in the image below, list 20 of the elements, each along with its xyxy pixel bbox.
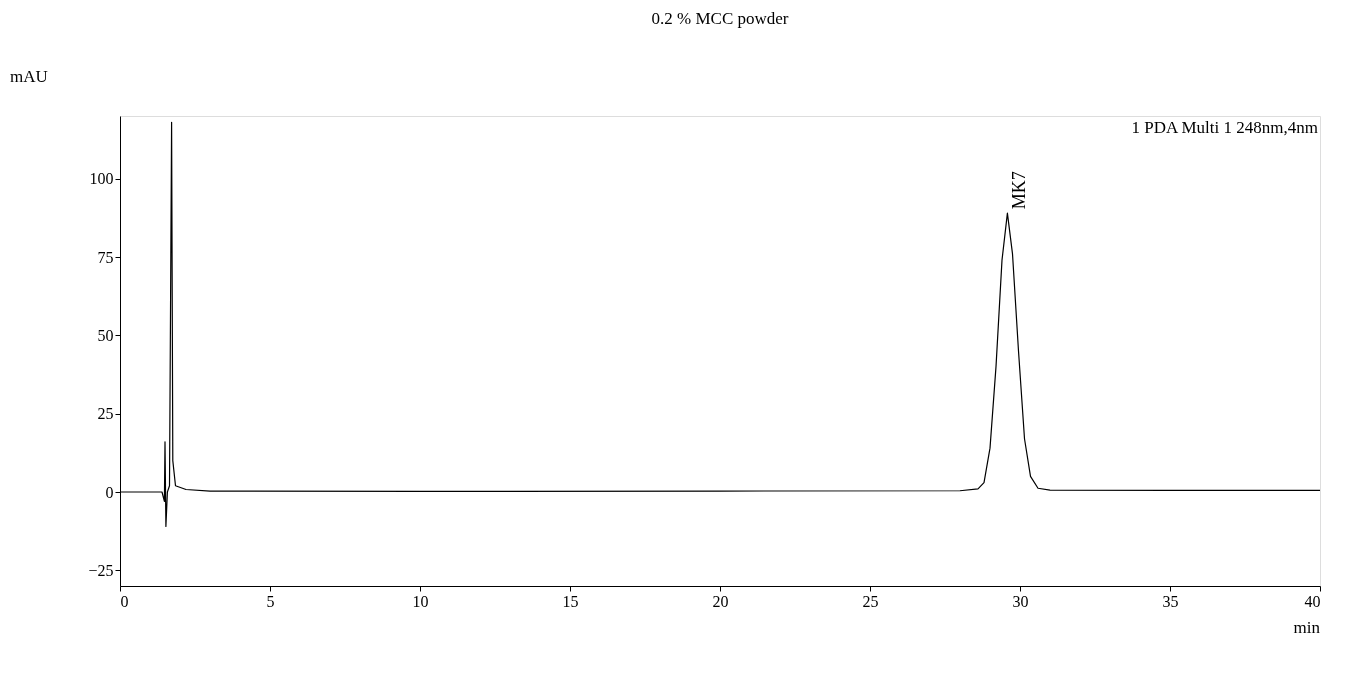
chart-title: 0.2 % MCC powder <box>651 9 789 28</box>
y-tick-label: 25 <box>97 405 114 423</box>
x-tick-label: 35 <box>1162 592 1179 610</box>
x-tick-label: 15 <box>562 592 579 610</box>
x-axis-title: min <box>1293 618 1321 637</box>
x-tick-label: 20 <box>712 592 729 610</box>
y-axis-title: mAU <box>10 67 48 86</box>
x-tick-label: 0 <box>120 592 129 610</box>
x-tick-label: 10 <box>412 592 429 610</box>
y-tick-label: 75 <box>97 248 114 266</box>
x-tick-label: 30 <box>1012 592 1029 610</box>
x-tick-label: 25 <box>862 592 879 610</box>
x-tick-label: 5 <box>266 592 275 610</box>
y-tick-label: 0 <box>105 483 114 501</box>
y-tick-label: 100 <box>89 170 114 188</box>
x-tick-label: 40 <box>1304 592 1321 610</box>
annotation: 1 PDA Multi 1 248nm,4nm <box>1131 118 1318 137</box>
y-tick-label: 50 <box>97 326 114 344</box>
annotation: MK7 <box>1009 171 1030 210</box>
y-tick-label: −25 <box>88 561 114 579</box>
